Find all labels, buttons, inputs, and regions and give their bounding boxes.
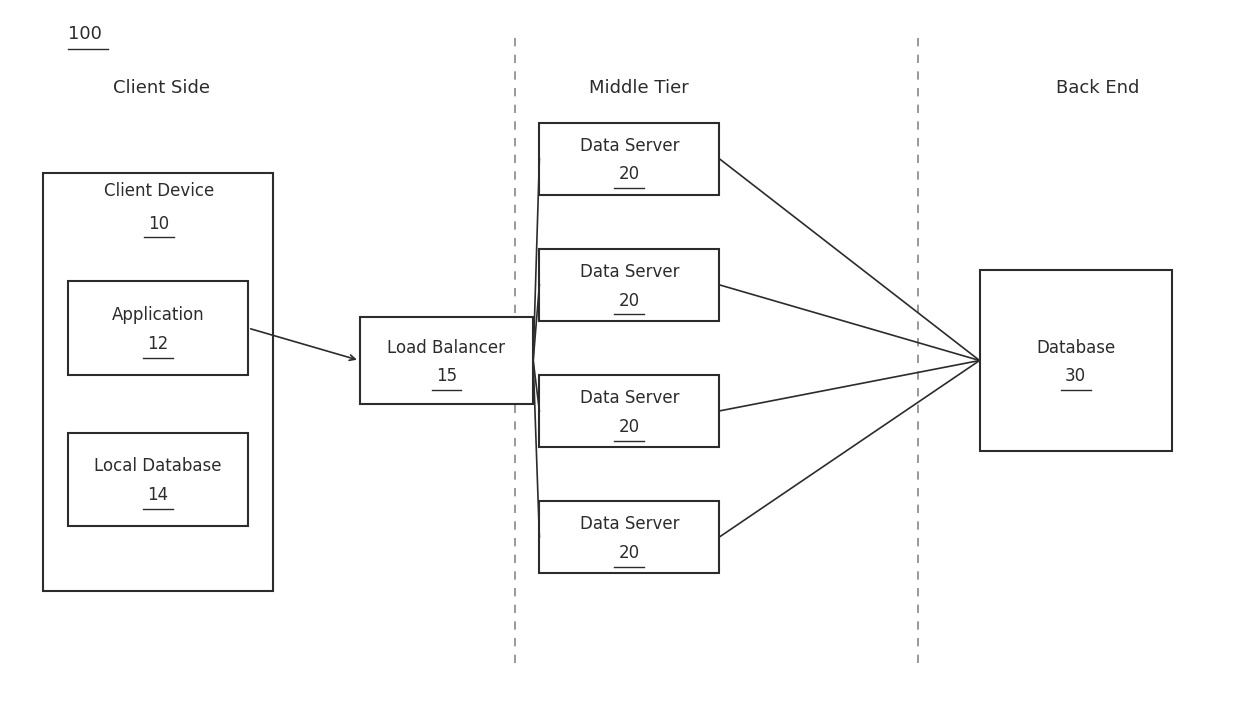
Bar (43, 173, 273, 591)
Bar (980, 270, 1172, 451)
Text: 20: 20 (619, 292, 640, 309)
Text: Database: Database (1037, 339, 1115, 356)
Bar (539, 375, 719, 447)
Bar (68, 281, 248, 375)
Text: Data Server: Data Server (579, 389, 680, 407)
Text: Data Server: Data Server (579, 516, 680, 533)
Text: Client Device: Client Device (104, 182, 213, 200)
Text: Application: Application (112, 306, 205, 324)
Text: Client Side: Client Side (113, 79, 210, 97)
Text: 30: 30 (1065, 368, 1086, 385)
Bar (539, 123, 719, 195)
Text: 10: 10 (148, 215, 170, 232)
Text: 14: 14 (148, 487, 169, 504)
Text: 100: 100 (68, 25, 102, 43)
Text: Load Balancer: Load Balancer (387, 339, 506, 356)
Text: Data Server: Data Server (579, 137, 680, 154)
Text: Data Server: Data Server (579, 263, 680, 280)
Text: 20: 20 (619, 418, 640, 435)
Text: 15: 15 (435, 368, 458, 385)
Bar (360, 317, 533, 404)
Text: 20: 20 (619, 166, 640, 183)
Text: Back End: Back End (1055, 79, 1140, 97)
Text: Middle Tier: Middle Tier (589, 79, 688, 97)
Bar (68, 433, 248, 526)
Bar (539, 249, 719, 321)
Text: 12: 12 (148, 335, 169, 353)
Text: 20: 20 (619, 544, 640, 562)
Text: Local Database: Local Database (94, 458, 222, 475)
Bar (539, 501, 719, 573)
